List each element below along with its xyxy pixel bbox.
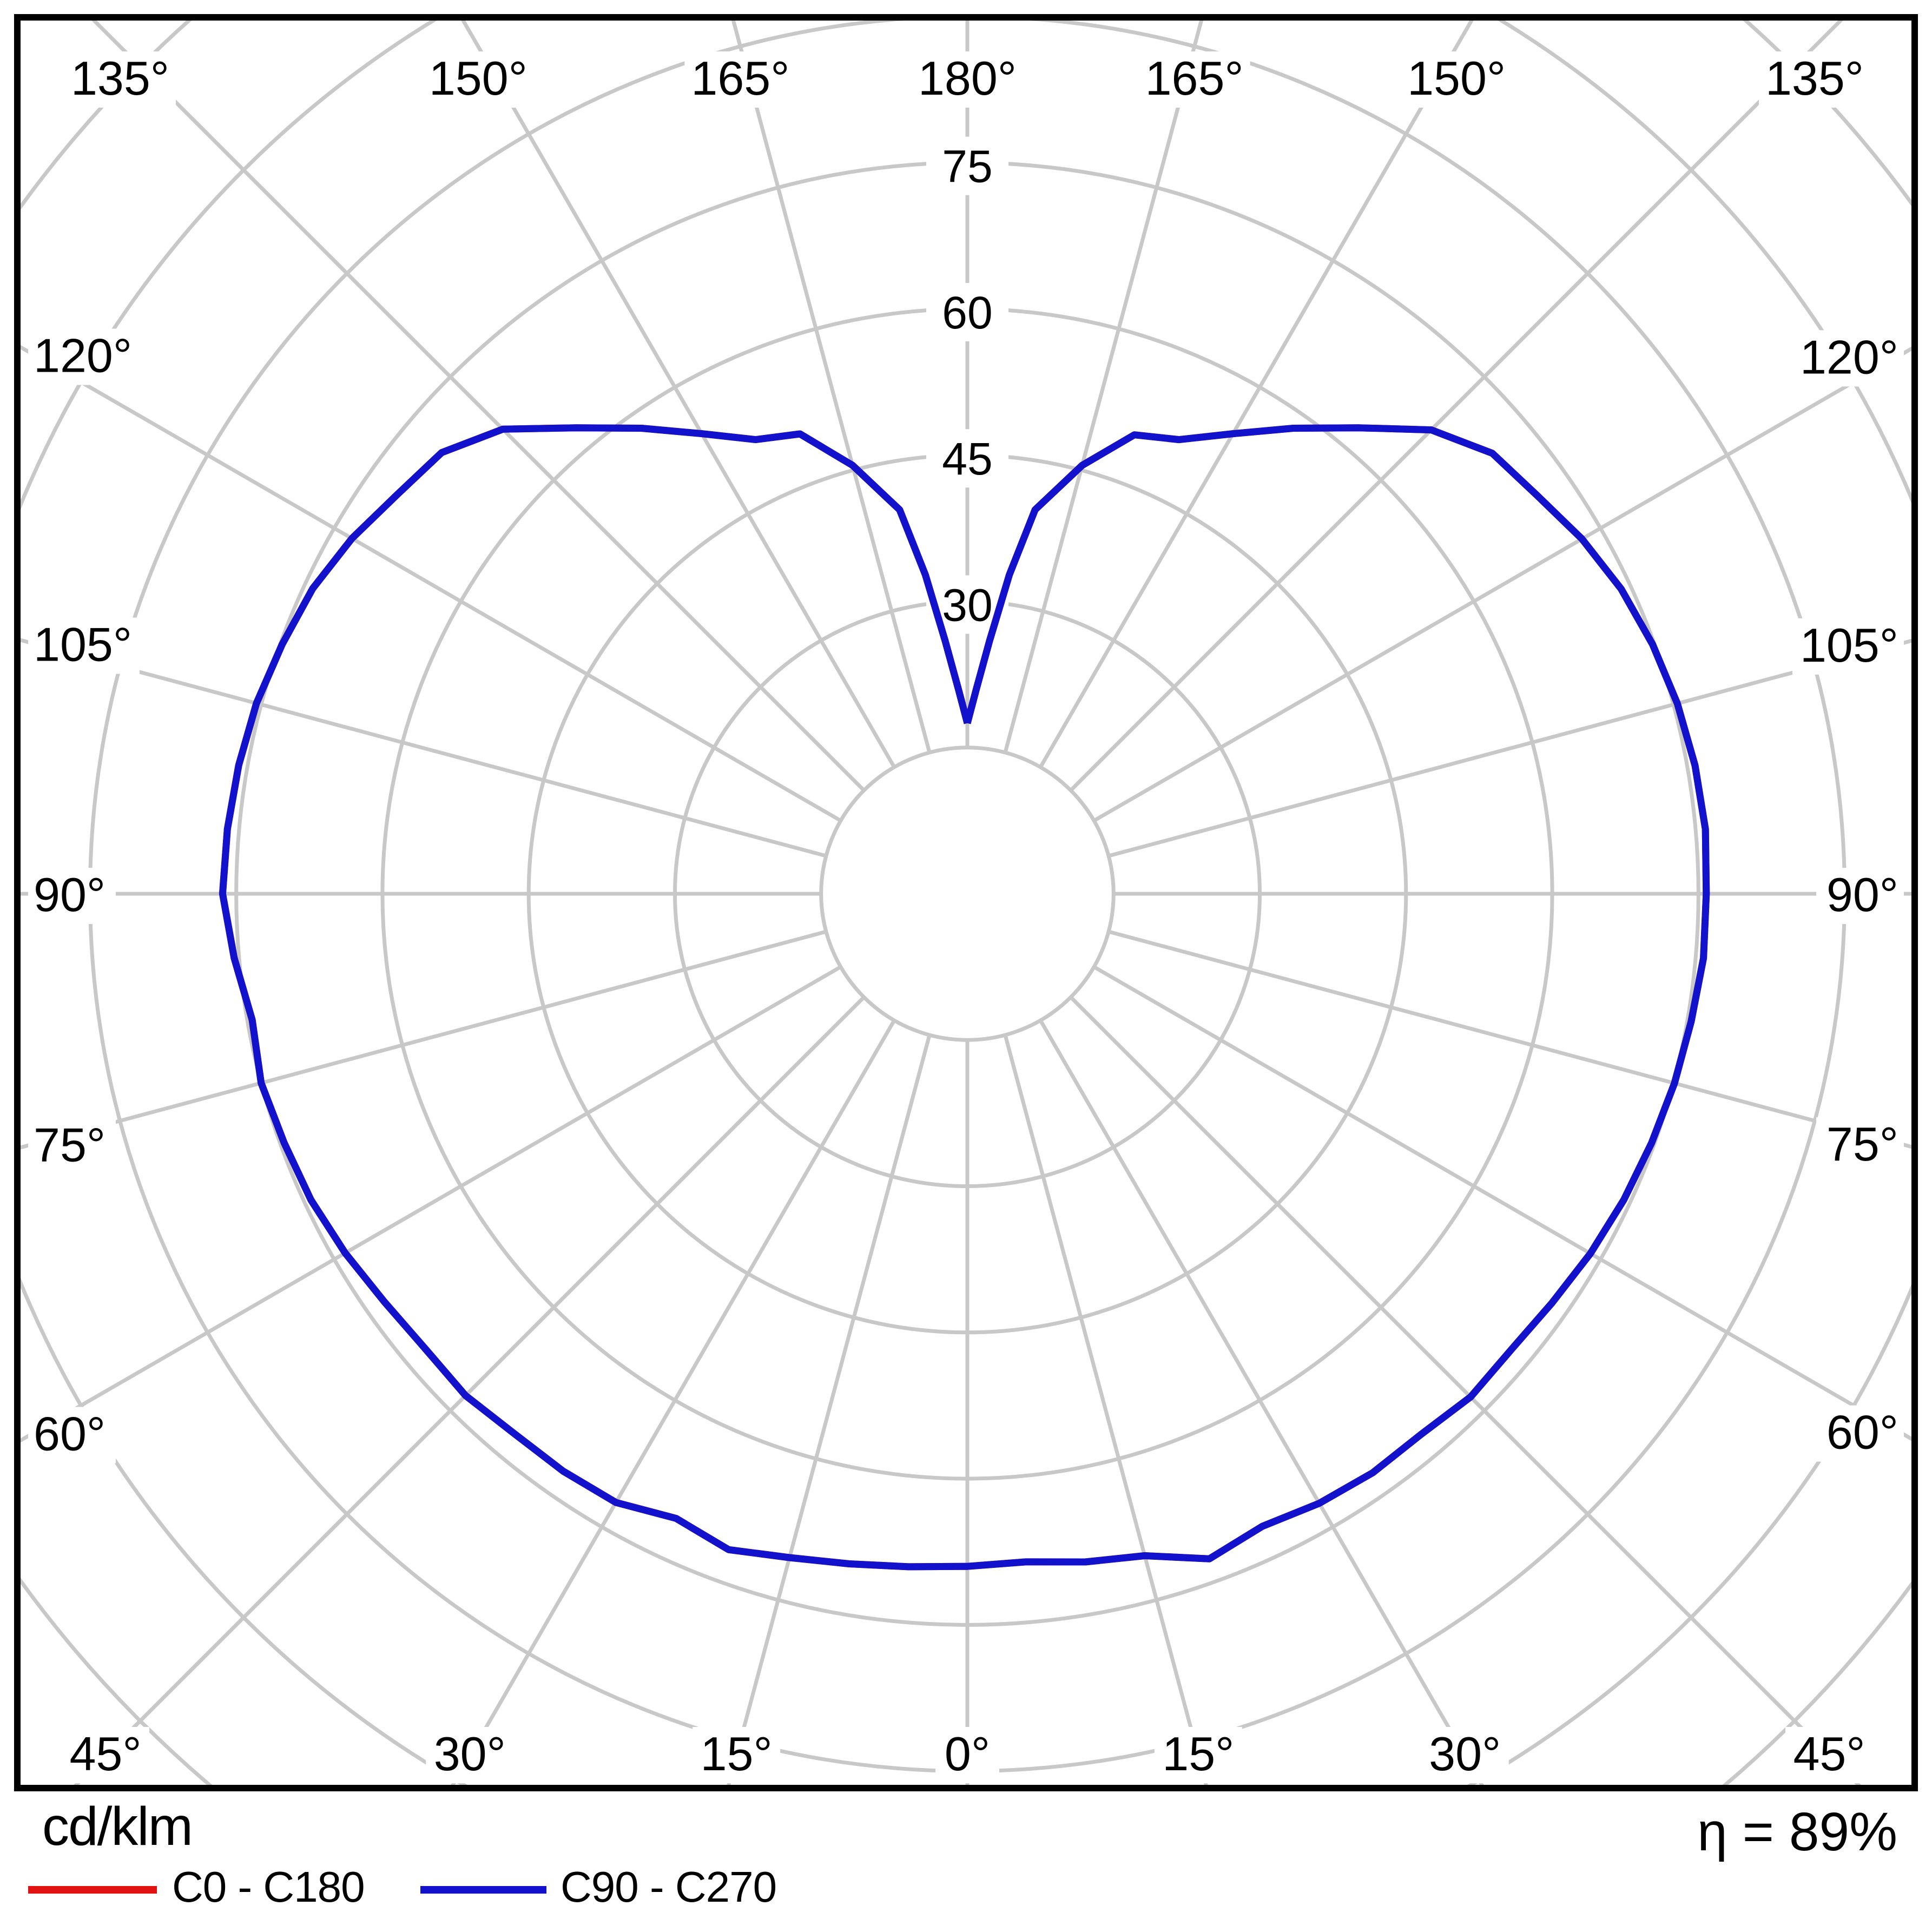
efficiency-label: η = 89% xyxy=(1697,1802,1897,1862)
angle-tick-label-45: 45° xyxy=(1793,1727,1865,1781)
angle-tick-box xyxy=(64,51,176,108)
radial-tick-box xyxy=(926,282,1008,341)
angle-tick-box xyxy=(422,51,534,108)
angle-tick-label-15: 15° xyxy=(1162,1727,1234,1781)
angle-tick-box xyxy=(1759,51,1870,108)
angle-tick-label-75: 75° xyxy=(1827,1117,1898,1171)
angle-tick-label-105: 105° xyxy=(1800,618,1898,672)
legend-label-c0-c180: C0 - C180 xyxy=(172,1863,365,1911)
angle-tick-label-180: 180° xyxy=(918,51,1017,105)
grid-spoke-300 xyxy=(21,965,842,1443)
grid-spoke-105 xyxy=(1108,638,1911,858)
angle-tick-label-30: 30° xyxy=(1429,1727,1501,1781)
grid-spoke-195 xyxy=(731,21,932,753)
grid-spoke-255 xyxy=(21,638,827,858)
angle-tick-box xyxy=(426,1727,514,1783)
angle-tick-box xyxy=(62,1727,149,1783)
radial-tick-label: 75 xyxy=(942,141,992,192)
angle-tick-label-60-mirror: 60° xyxy=(34,1407,105,1461)
angle-tick-label-150-mirror: 150° xyxy=(429,51,527,105)
grid-spoke-225 xyxy=(91,21,866,792)
angle-tick-box xyxy=(28,868,116,924)
grid-spoke-15 xyxy=(1003,1034,1208,1785)
angle-tick-label-90-mirror: 90° xyxy=(34,868,105,921)
plot-border xyxy=(14,14,1918,1791)
legend-swatch-c90-c270 xyxy=(420,1886,546,1894)
angle-tick-label-150: 150° xyxy=(1407,51,1506,105)
angle-tick-label-0: 0° xyxy=(945,1727,990,1781)
legend-swatch-c0-c180 xyxy=(28,1886,157,1894)
grid-spoke-330 xyxy=(451,1019,896,1785)
curve-c90-c270 xyxy=(219,424,1710,1571)
angle-tick-label-165-mirror: 165° xyxy=(691,51,789,105)
grid-spoke-30 xyxy=(1039,1019,1484,1785)
angle-tick-label-90: 90° xyxy=(1827,868,1898,921)
angle-tick-labels: 0° 15° 15° 30° 30° 45° 45° 60° 60° 75° 75° 90° 90° 10… xyxy=(28,51,1904,1783)
angle-tick-box xyxy=(1401,51,1513,108)
angle-tick-box xyxy=(1816,868,1904,924)
angle-tick-box xyxy=(693,1727,781,1783)
angle-tick-box xyxy=(28,1407,116,1463)
grid-spoke-120 xyxy=(1093,346,1911,822)
units-label: cd/klm xyxy=(42,1796,193,1857)
radial-tick-box xyxy=(926,136,1008,195)
grid-spoke-165 xyxy=(1003,21,1204,753)
angle-tick-box xyxy=(684,51,796,108)
angle-tick-box xyxy=(1154,1727,1242,1783)
angle-tick-box xyxy=(1138,51,1250,108)
angle-tick-box xyxy=(28,328,140,385)
angle-tick-box xyxy=(1785,1727,1873,1783)
grid-spoke-135 xyxy=(1069,21,1843,792)
angle-tick-label-15-mirror: 15° xyxy=(701,1727,773,1781)
angle-tick-box xyxy=(1792,330,1904,387)
radial-tick-box xyxy=(926,429,1008,488)
angle-tick-label-120-mirror: 120° xyxy=(34,328,132,382)
angle-tick-label-105-mirror: 105° xyxy=(34,618,132,671)
radial-tick-label: 45 xyxy=(942,433,992,484)
angle-tick-label-45-mirror: 45° xyxy=(69,1727,141,1781)
legend-label-c90-c270: C90 - C270 xyxy=(561,1863,777,1911)
angle-tick-label-120: 120° xyxy=(1800,330,1898,384)
angle-tick-label-75-mirror: 75° xyxy=(34,1118,105,1171)
angle-tick-box xyxy=(935,1727,999,1783)
angle-tick-label-165: 165° xyxy=(1145,51,1244,105)
angle-tick-label-135: 135° xyxy=(1765,51,1864,105)
angle-tick-label-135-mirror: 135° xyxy=(71,51,169,105)
radial-tick-label: 60 xyxy=(942,287,992,338)
legend: C0 - C180 C90 - C270 xyxy=(0,1860,1932,1920)
grid-spoke-345 xyxy=(727,1034,932,1785)
grid-spoke-240 xyxy=(21,345,842,822)
angle-tick-label-30-mirror: 30° xyxy=(434,1727,506,1781)
angle-tick-box xyxy=(28,1118,116,1175)
angle-tick-box xyxy=(912,51,1023,108)
angle-tick-box xyxy=(1816,1405,1904,1462)
grid-spoke-210 xyxy=(461,21,896,768)
angle-tick-label-60: 60° xyxy=(1827,1406,1898,1459)
angle-tick-box xyxy=(1792,618,1904,675)
angle-tick-box xyxy=(1816,1117,1904,1174)
grid-spoke-60 xyxy=(1093,965,1911,1441)
grid-spoke-150 xyxy=(1039,21,1474,768)
angle-tick-box xyxy=(1421,1727,1509,1783)
angle-tick-box xyxy=(28,617,140,674)
radial-tick-label: 30 xyxy=(942,579,992,630)
grid-spoke-285 xyxy=(21,929,827,1150)
grid-spoke-75 xyxy=(1108,929,1911,1149)
